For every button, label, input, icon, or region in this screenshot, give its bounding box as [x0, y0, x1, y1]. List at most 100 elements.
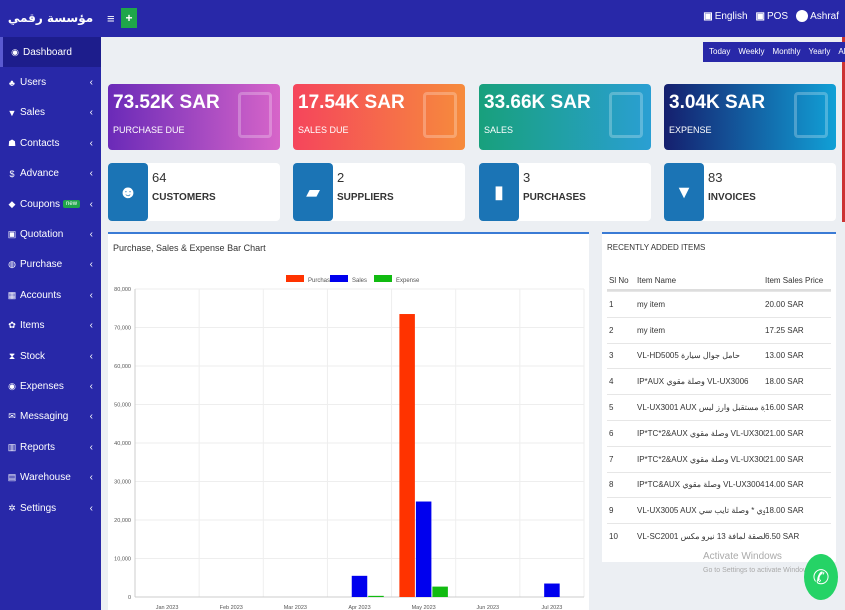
column-header: Item Sales Price	[765, 275, 824, 285]
count-card-purchases[interactable]: ▮ 3 PURCHASES	[479, 163, 651, 221]
brand-title[interactable]: مؤسسة رقمي تقنية	[7, 11, 94, 62]
table-cell: 16.00 SAR	[765, 403, 804, 413]
pos-link[interactable]: ▣ POS	[755, 10, 789, 22]
sidebar-item-expenses[interactable]: ◉ Expenses ‹	[0, 371, 101, 401]
filter-monthly[interactable]: Monthly	[772, 47, 801, 56]
user-menu[interactable]: Ashraf	[796, 10, 839, 22]
sidebar-item-label: Stock	[20, 350, 46, 362]
filter-today[interactable]: Today	[709, 47, 731, 56]
table-row[interactable]: 10 VL-SC2001 لصقة لمافة 13 نيرو مكس 6.50 S…	[607, 523, 831, 549]
column-header: Sl No	[609, 275, 629, 285]
calendar-icon	[423, 92, 457, 138]
accounts-icon: ▦	[7, 289, 17, 300]
stat-label: SALES DUE	[298, 125, 349, 135]
chevron-left-icon: ‹	[89, 289, 93, 301]
chevron-left-icon: ‹	[89, 168, 93, 180]
sidebar-item-dashboard[interactable]: ◉ Dashboard	[0, 37, 101, 68]
count-label: PURCHASES	[523, 192, 586, 203]
table-row[interactable]: 7 IP*TC*2&AUX وصلة مقوي VL-UX300321.00 SA…	[607, 445, 831, 472]
table-row[interactable]: 9 VL-UX3005 AUX مقوي * وصلة تايب سي18.00 …	[607, 497, 831, 523]
truck-icon: ▰	[293, 163, 333, 221]
sidebar-item-stock[interactable]: ⧗ Stock ‹	[0, 341, 101, 371]
table-cell: 10	[609, 532, 618, 542]
sidebar-item-label: Dashboard	[23, 46, 72, 58]
count-card-customers[interactable]: ☻ 64 CUSTOMERS	[108, 163, 280, 221]
menu-toggle-icon[interactable]: ≡	[107, 11, 115, 26]
watermark-subtitle: Go to Settings to activate Windows.	[703, 567, 814, 574]
sidebar-item-reports[interactable]: ▥ Reports ‹	[0, 432, 101, 462]
sidebar-item-warehouse[interactable]: ▤ Warehouse ‹	[0, 462, 101, 492]
bar-sales	[415, 501, 432, 597]
chart-title: Purchase, Sales & Expense Bar Chart	[113, 243, 266, 253]
table-cell: 3	[609, 351, 614, 361]
sidebar-item-accounts[interactable]: ▦ Accounts ‹	[0, 280, 101, 310]
table-row[interactable]: 1 my item 20.00 SAR	[607, 291, 831, 317]
sidebar-item-sales[interactable]: ▼ Sales ‹	[0, 98, 101, 128]
table-row[interactable]: 8 IP*TC&AUX وصلة مقوي VL-UX3004 14.00 SAR	[607, 471, 831, 498]
column-header: Item Name	[637, 275, 677, 285]
reports-icon: ▥	[7, 441, 17, 452]
users-icon: ♣	[9, 77, 15, 88]
sidebar-item-quotation[interactable]: ▣ Quotation ‹	[0, 219, 101, 249]
whatsapp-icon[interactable]: ✆	[804, 554, 838, 600]
stat-amount: 17.54K SAR	[298, 92, 405, 113]
count-card-suppliers[interactable]: ▰ 2 SUPPLIERS	[293, 163, 465, 221]
table-cell: 9	[609, 506, 614, 516]
briefcase-icon: ▮	[479, 163, 519, 221]
chevron-left-icon: ‹	[89, 107, 93, 119]
bar-purchase	[399, 314, 415, 597]
table-cell: 6	[609, 428, 614, 438]
x-tick-label: Jun 2023	[476, 605, 499, 610]
chevron-left-icon: ‹	[89, 411, 93, 423]
expenses-icon: ◉	[8, 380, 16, 391]
filter-weekly[interactable]: Weekly	[738, 47, 765, 56]
table-row[interactable]: 3 VL-HD5005 حامل جوال سيارة 13.00 SAR	[607, 342, 831, 369]
bar-sales	[544, 583, 560, 597]
stat-card-sales: 33.66K SAR SALES	[479, 84, 651, 150]
purchase-icon: ◍	[8, 259, 16, 270]
count-label: INVOICES	[708, 192, 756, 203]
y-tick-label: 30,000	[114, 480, 131, 486]
flag-icon: ▣	[703, 10, 713, 22]
sidebar-item-items[interactable]: ✿ Items ‹	[0, 311, 101, 341]
y-tick-label: 20,000	[114, 518, 131, 524]
table-row[interactable]: 2 my item 17.25 SAR	[607, 316, 831, 343]
bar-chart: Purchase Sales Expense 0 10,000 20,000 30,000 4…	[114, 275, 585, 610]
filter-all[interactable]: All	[838, 47, 845, 56]
sidebar-item-messaging[interactable]: ✉ Messaging ‹	[0, 402, 101, 432]
count-value: 2	[337, 170, 345, 185]
table-cell: 18.00 SAR	[765, 377, 804, 387]
legend-label: Sales	[352, 278, 367, 284]
date-filter-group: Today Weekly Monthly Yearly All	[703, 42, 845, 62]
sidebar-item-coupons[interactable]: ◆ Coupons new ‹	[0, 189, 101, 219]
dollar-icon: $	[9, 168, 15, 179]
table-row[interactable]: 6 IP*TC*2&AUX وصلة مقوي VL-UX300221.00 SA…	[607, 419, 831, 446]
table-cell: 4	[609, 377, 614, 387]
sidebar-item-label: Purchase	[20, 259, 63, 271]
language-switch[interactable]: ▣ English	[703, 10, 748, 22]
table-row[interactable]: 4 IP*AUX وصلة مقوي VL-UX3006 18.00 SAR	[607, 368, 831, 394]
recent-items-table: Sl No Item Name Item Sales Price 1 my item 20…	[607, 271, 831, 549]
table-cell: 7	[609, 454, 614, 464]
x-tick-label: Jan 2023	[156, 605, 179, 610]
chevron-left-icon: ‹	[89, 259, 93, 271]
sidebar-item-purchase[interactable]: ◍ Purchase ‹	[0, 250, 101, 280]
filter-yearly[interactable]: Yearly	[808, 47, 831, 56]
count-card-invoices[interactable]: ▼ 83 INVOICES	[664, 163, 836, 221]
coupon-icon: ◆	[8, 198, 16, 209]
table-cell: VL-UX3001 AUX للسيارة مستقبل وارز ليس	[637, 403, 765, 413]
legend-label: Expense	[396, 278, 420, 284]
legend-swatch	[330, 275, 348, 282]
table-row[interactable]: 5 VL-UX3001 AUX للسيارة مستقبل وارز ليس16…	[607, 394, 831, 420]
sidebar-item-users[interactable]: ♣ Users ‹	[0, 67, 101, 97]
sidebar-item-settings[interactable]: ✲ Settings ‹	[0, 493, 101, 523]
sidebar-item-contacts[interactable]: ☗ Contacts ‹	[0, 128, 101, 158]
count-value: 83	[708, 170, 723, 185]
minus-square-icon	[794, 92, 828, 138]
sidebar-item-advance[interactable]: $ Advance ‹	[0, 159, 101, 189]
stat-card-purchase-due: 73.52K SAR PURCHASE DUE	[108, 84, 280, 150]
y-tick-label: 80,000	[114, 287, 131, 293]
x-tick-label: May 2023	[412, 605, 436, 610]
add-button[interactable]: +	[121, 8, 137, 28]
table-cell: IP*TC*2&AUX وصلة مقوي VL-UX3002	[637, 428, 765, 438]
